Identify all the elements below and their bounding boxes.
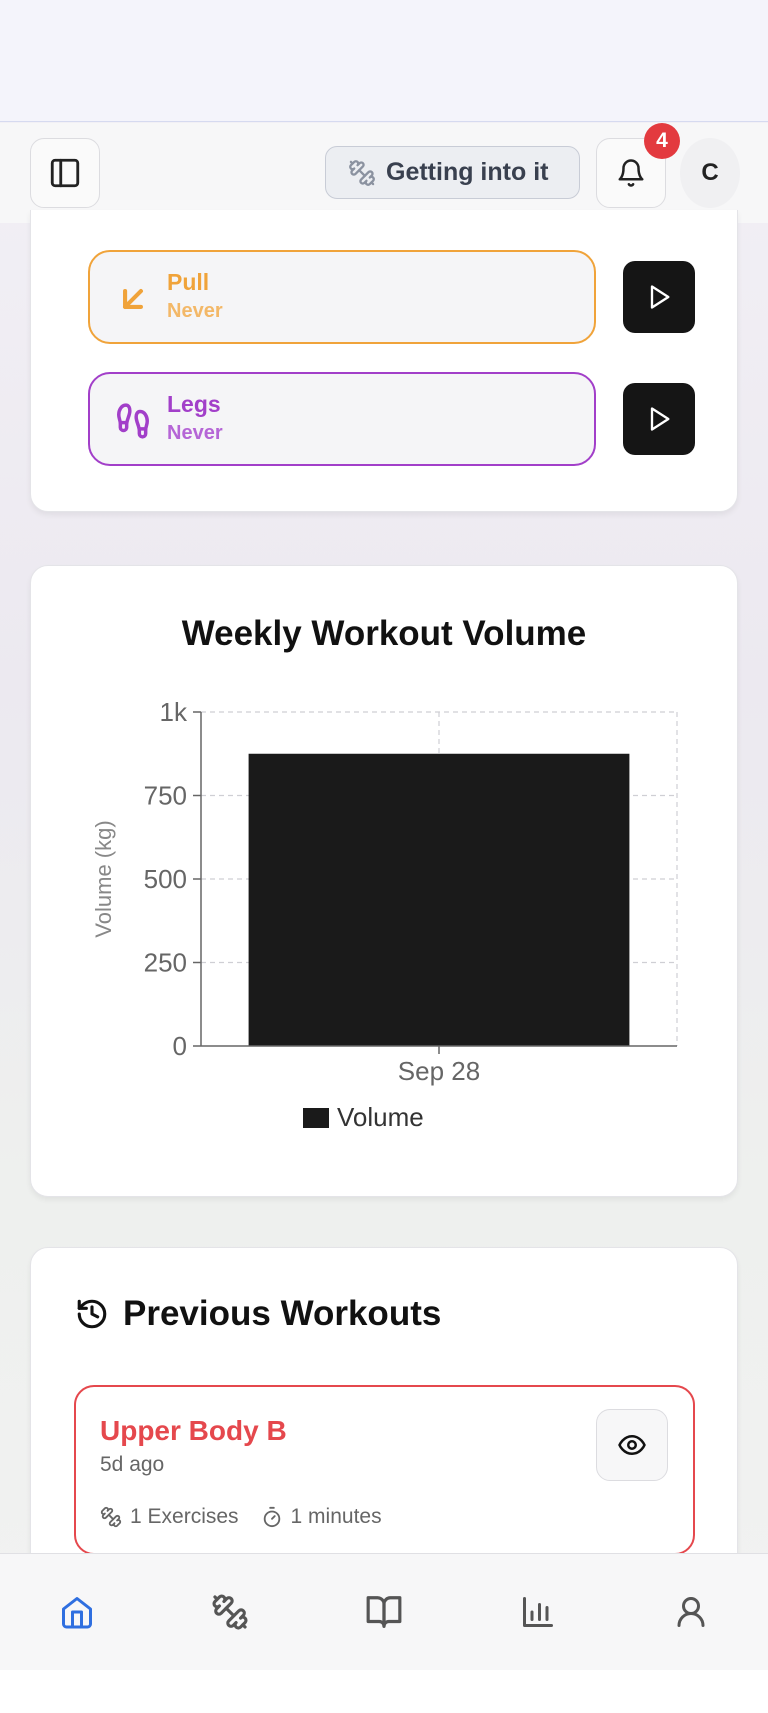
- view-workout-button[interactable]: [596, 1409, 668, 1481]
- routine-last-done: Never: [167, 422, 223, 444]
- y-axis-label: Volume (kg): [91, 820, 116, 937]
- y-tick-label: 1k: [160, 697, 188, 727]
- y-tick-label: 0: [173, 1031, 187, 1061]
- user-icon: [677, 1597, 705, 1627]
- workout-time: 5d ago: [100, 1453, 165, 1476]
- dumbbell-icon: [212, 1594, 248, 1630]
- footprints-icon: [117, 403, 149, 439]
- nav-profile[interactable]: [651, 1572, 731, 1652]
- nav-home[interactable]: [37, 1572, 117, 1652]
- bar-chart-icon: [522, 1597, 553, 1627]
- dumbbell-icon: [100, 1506, 122, 1528]
- top-safe-area: [0, 0, 768, 122]
- chart-title: Weekly Workout Volume: [181, 614, 587, 653]
- bell-icon: [618, 159, 644, 187]
- legend-swatch: [303, 1108, 329, 1128]
- routine-pull[interactable]: Pull Never: [88, 250, 596, 344]
- nav-workouts[interactable]: [190, 1572, 270, 1652]
- legend-label: Volume: [337, 1102, 424, 1132]
- status-badge[interactable]: Getting into it: [325, 146, 580, 199]
- sidebar-icon: [50, 158, 80, 188]
- routine-last-done: Never: [167, 300, 223, 322]
- y-tick-label: 750: [144, 781, 187, 811]
- notification-count-badge: 4: [644, 123, 680, 159]
- start-legs-button[interactable]: [623, 383, 695, 455]
- dumbbell-icon: [349, 159, 375, 186]
- book-icon: [366, 1596, 402, 1628]
- workout-duration: 1 minutes: [290, 1505, 382, 1528]
- routine-name: Pull: [167, 269, 210, 295]
- play-icon: [650, 285, 670, 309]
- timer-icon: [263, 1506, 280, 1528]
- bar: [248, 753, 630, 1046]
- exercise-count: 1 Exercises: [130, 1505, 239, 1528]
- workout-meta: 1 Exercises 1 minutes: [100, 1505, 382, 1529]
- section-title: Previous Workouts: [123, 1294, 442, 1333]
- routine-name: Legs: [167, 391, 221, 417]
- volume-bar-chart: 0 250 500 750 1k Sep 28 Volume (kg) Volume: [91, 697, 678, 1132]
- nav-library[interactable]: [344, 1572, 424, 1652]
- y-tick-label: 500: [144, 864, 187, 894]
- status-label: Getting into it: [386, 158, 549, 186]
- section-header: Previous Workouts: [75, 1294, 441, 1334]
- arrow-down-left-icon: [123, 289, 143, 309]
- app-header: Getting into it 4 C: [0, 123, 768, 223]
- bottom-navigation: [0, 1553, 768, 1670]
- avatar[interactable]: C: [680, 138, 740, 208]
- weekly-volume-chart-card: Weekly Workout Volume 0 250 500 750 1k Sep 28…: [30, 565, 738, 1197]
- workout-name: Upper Body B: [100, 1415, 287, 1446]
- home-icon: [61, 1597, 92, 1629]
- workout-card[interactable]: Upper Body B 5d ago 1 Exercises 1 minute…: [74, 1385, 695, 1555]
- history-icon: [77, 1299, 107, 1329]
- start-pull-button[interactable]: [623, 261, 695, 333]
- routines-card: Pull Never Legs Never: [30, 210, 738, 512]
- routine-legs[interactable]: Legs Never: [88, 372, 596, 466]
- bottom-safe-area: [0, 1670, 768, 1713]
- x-tick-label: Sep 28: [398, 1056, 480, 1086]
- play-icon: [650, 407, 670, 431]
- y-tick-label: 250: [144, 948, 187, 978]
- eye-icon: [618, 1435, 646, 1455]
- nav-stats[interactable]: [498, 1572, 578, 1652]
- sidebar-toggle-button[interactable]: [30, 138, 100, 208]
